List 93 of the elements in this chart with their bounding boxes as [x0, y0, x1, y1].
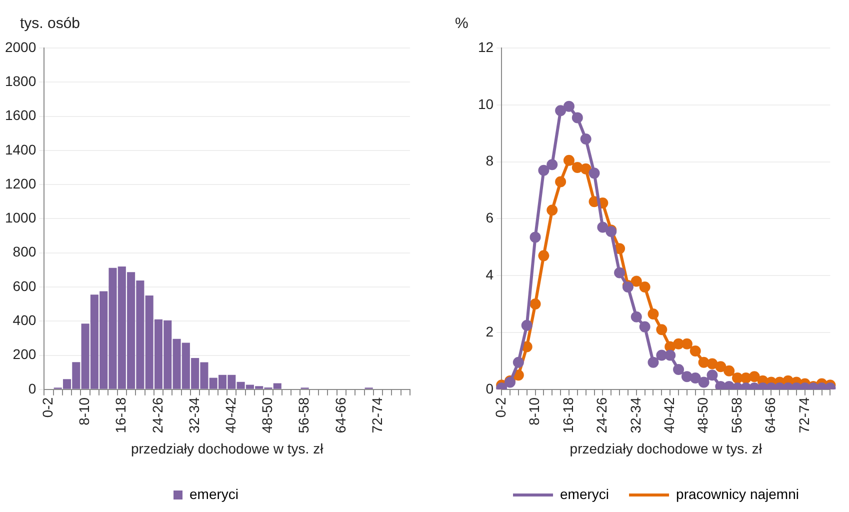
x-tick-label: 24-26 [594, 397, 610, 434]
y-tick-label: 2 [486, 323, 494, 340]
point [630, 311, 642, 322]
y-tick-label: 8 [486, 152, 494, 169]
x-tick-label: 56-58 [296, 397, 312, 434]
point [673, 364, 684, 375]
point [614, 243, 626, 254]
x-tick-label: 40-42 [222, 397, 239, 434]
x-tick-label: 8-10 [76, 397, 92, 426]
x-tick-label: 48-50 [259, 397, 276, 434]
legend-label: emeryci [560, 486, 610, 502]
y-tick-label: 1200 [4, 175, 36, 192]
point [580, 134, 592, 145]
point [555, 176, 566, 188]
y-tick-label: 200 [12, 346, 36, 362]
x-tick-label: 64-66 [762, 397, 778, 434]
point [521, 341, 532, 352]
point [538, 250, 550, 262]
point [546, 204, 558, 216]
y-tick-label: 4 [486, 266, 494, 282]
x-axis-title: przedziały dochodowe w tys. zł [130, 440, 324, 456]
point [698, 356, 710, 368]
point [530, 298, 541, 310]
y-axis-title: % [455, 15, 468, 32]
point [681, 371, 692, 382]
y-tick-label: 2000 [4, 38, 36, 55]
point [690, 345, 701, 356]
point [588, 168, 600, 179]
y-axis-title: tys. osób [20, 15, 80, 32]
y-tick-label: 0 [28, 380, 36, 396]
legend-label: emeryci [189, 486, 239, 502]
point [530, 232, 541, 243]
point [614, 267, 626, 278]
point [555, 105, 566, 116]
point [706, 370, 718, 381]
x-tick-label: 64-66 [332, 397, 348, 434]
point [698, 376, 710, 388]
x-axis-title: przedziały dochodowe w tys. zł [570, 440, 763, 456]
x-tick-label: 0-2 [492, 397, 508, 418]
point [732, 372, 744, 384]
point [639, 281, 650, 292]
x-tick-label: 32-34 [186, 397, 202, 434]
y-tick-label: 1400 [4, 141, 36, 158]
x-tick-label: 40-42 [660, 397, 677, 434]
x-tick-label: 16-18 [560, 397, 576, 434]
point [706, 358, 718, 370]
point [546, 159, 558, 170]
point [656, 350, 668, 361]
point [715, 361, 726, 372]
point [664, 350, 676, 361]
point [563, 100, 574, 112]
x-tick-label: 8-10 [526, 397, 542, 426]
x-tick-label: 32-34 [627, 397, 644, 434]
point [715, 381, 726, 390]
y-tick-label: 12 [478, 38, 494, 55]
y-tick-label: 1600 [4, 107, 36, 124]
y-tick-label: 400 [12, 312, 36, 328]
point [512, 356, 524, 368]
point [572, 162, 583, 173]
x-tick-label: 72-74 [368, 397, 385, 434]
point [724, 365, 735, 376]
point [597, 222, 608, 233]
point [512, 370, 524, 381]
point [648, 308, 659, 320]
y-tick-label: 10 [478, 96, 494, 112]
x-tick-label: 16-18 [112, 397, 129, 434]
point [690, 372, 701, 384]
x-tick-label: 24-26 [149, 397, 166, 434]
x-tick-label: 72-74 [796, 397, 812, 434]
x-tick-label: 0-2 [40, 397, 56, 418]
y-tick-label: 0 [486, 380, 494, 396]
y-tick-label: 600 [12, 278, 36, 294]
x-tick-label: 48-50 [694, 397, 711, 434]
point [580, 163, 592, 174]
point [521, 320, 532, 331]
y-tick-label: 1800 [4, 73, 36, 89]
legend-label: pracownicy najemni [676, 486, 799, 502]
point [648, 356, 659, 368]
point [563, 154, 574, 166]
y-tick-label: 800 [12, 244, 36, 260]
point [656, 324, 668, 336]
point [639, 321, 650, 332]
point [681, 338, 692, 350]
y-tick-label: 6 [486, 210, 494, 226]
x-tick-label: 56-58 [728, 397, 744, 434]
point [538, 164, 550, 176]
point [724, 381, 735, 390]
point [748, 371, 760, 382]
point [630, 276, 642, 287]
y-tick-label: 1000 [4, 210, 36, 226]
point [740, 372, 752, 384]
point [673, 338, 684, 350]
point [572, 112, 583, 124]
